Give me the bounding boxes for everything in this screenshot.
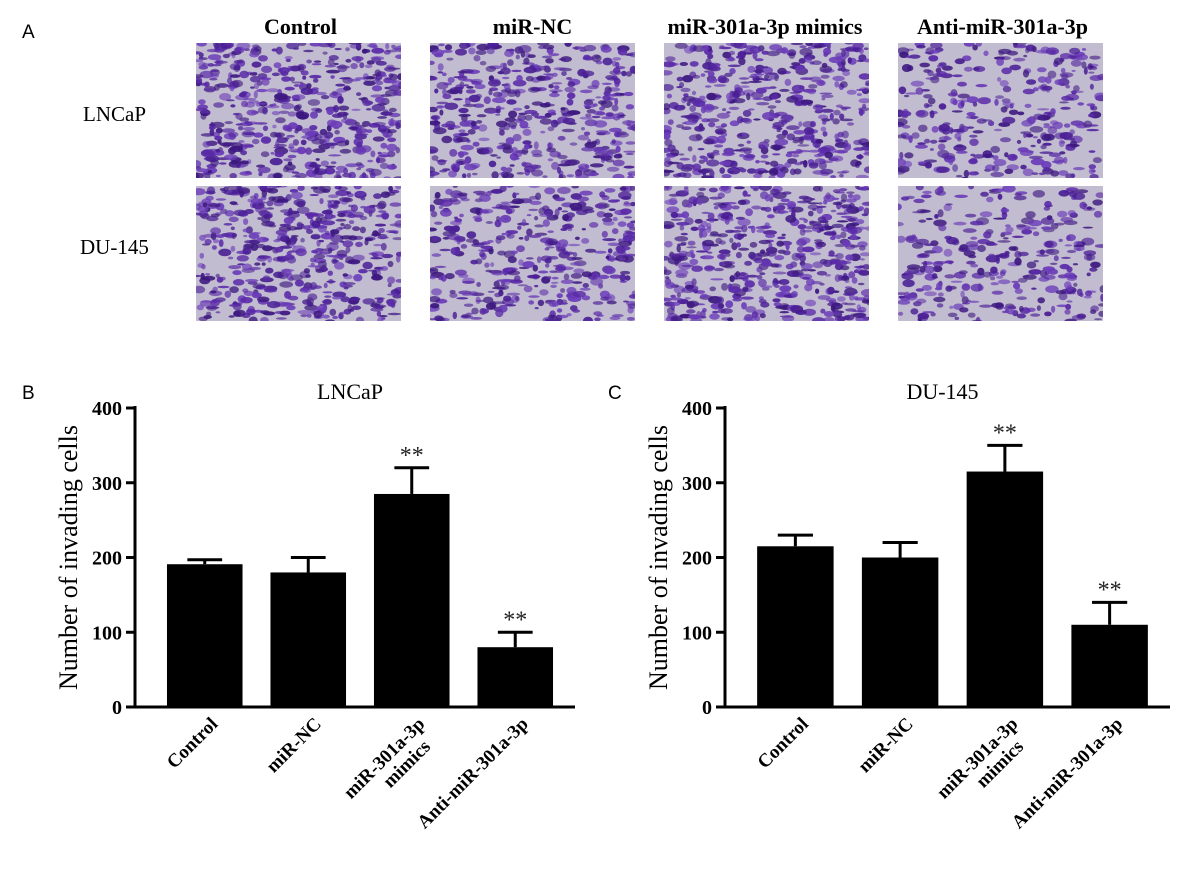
panel-label-a: A [22, 22, 35, 43]
bar-chart-du145: DU-145 Number of invading cells 0 100 200 300… [644, 380, 1170, 833]
panel-label-c: C [608, 383, 622, 404]
y-tick-label: 0 [112, 697, 122, 719]
chart-title: LNCaP [317, 380, 383, 404]
micrograph-texture [664, 43, 869, 178]
y-tick-label: 400 [682, 398, 712, 420]
panel-label-b: B [22, 383, 35, 404]
column-header-anti: Anti-miR-301a-3p [916, 14, 1089, 39]
column-header-mimics: miR-301a-3p mimics [667, 14, 863, 39]
bar [270, 572, 347, 707]
bar [1071, 624, 1148, 707]
bar [966, 471, 1044, 707]
x-tick-label: Anti-miR-301a-3p [1008, 714, 1127, 833]
micrograph-du145-mir-nc [430, 186, 635, 321]
x-tick-label: miR-301a-3pmimics [933, 714, 1037, 818]
y-tick-label: 0 [702, 697, 712, 719]
x-tick-label: miR-301a-3pmimics [340, 714, 444, 818]
x-tick-label: Control [163, 714, 222, 773]
y-tick-label: 300 [682, 473, 712, 495]
y-tick-label: 200 [682, 548, 712, 570]
bar [166, 564, 243, 707]
bar [757, 546, 834, 707]
y-tick-label: 300 [92, 473, 122, 495]
bar [373, 493, 450, 707]
micrograph-du145-anti [898, 186, 1103, 321]
bar [861, 557, 939, 707]
y-tick-label: 100 [682, 622, 712, 644]
micrograph-texture [898, 186, 1103, 321]
micrograph-texture [664, 186, 869, 321]
micrograph-du145-control [196, 186, 401, 321]
micrograph-lncap-control [196, 43, 401, 178]
micrograph-lncap-mir-nc [430, 43, 635, 178]
x-tick-label: Anti-miR-301a-3p [413, 714, 532, 833]
x-tick-label: Control [754, 714, 813, 773]
y-tick-label: 100 [92, 622, 122, 644]
bar-chart-lncap: LNCaP Number of invading cells 0 100 200 300 4… [54, 380, 575, 833]
micrograph-lncap-mimics [664, 43, 869, 178]
y-tick-label: 400 [92, 398, 122, 420]
significance-marker: ** [1098, 577, 1122, 603]
micrograph-texture [898, 43, 1103, 178]
y-axis-label: Number of invading cells [54, 425, 83, 690]
y-tick-label: 200 [92, 548, 122, 570]
significance-marker: ** [503, 607, 527, 633]
micrograph-texture [196, 43, 401, 178]
row-label-du145: DU-145 [80, 235, 149, 259]
y-axis-label: Number of invading cells [644, 425, 673, 690]
x-tick-label: miR-NC [854, 714, 917, 777]
column-header-control: Control [264, 14, 337, 39]
significance-marker: ** [993, 420, 1017, 446]
micrograph-texture [430, 43, 635, 178]
row-label-lncap: LNCaP [83, 102, 146, 126]
column-header-mir-nc: miR-NC [492, 14, 573, 39]
x-tick-label: miR-NC [262, 714, 325, 777]
micrograph-texture [196, 186, 401, 321]
bar [477, 647, 554, 707]
micrograph-du145-mimics [664, 186, 869, 321]
chart-title: DU-145 [906, 380, 978, 404]
significance-marker: ** [400, 443, 424, 469]
micrograph-lncap-anti [898, 43, 1103, 178]
micrograph-texture [430, 186, 635, 321]
